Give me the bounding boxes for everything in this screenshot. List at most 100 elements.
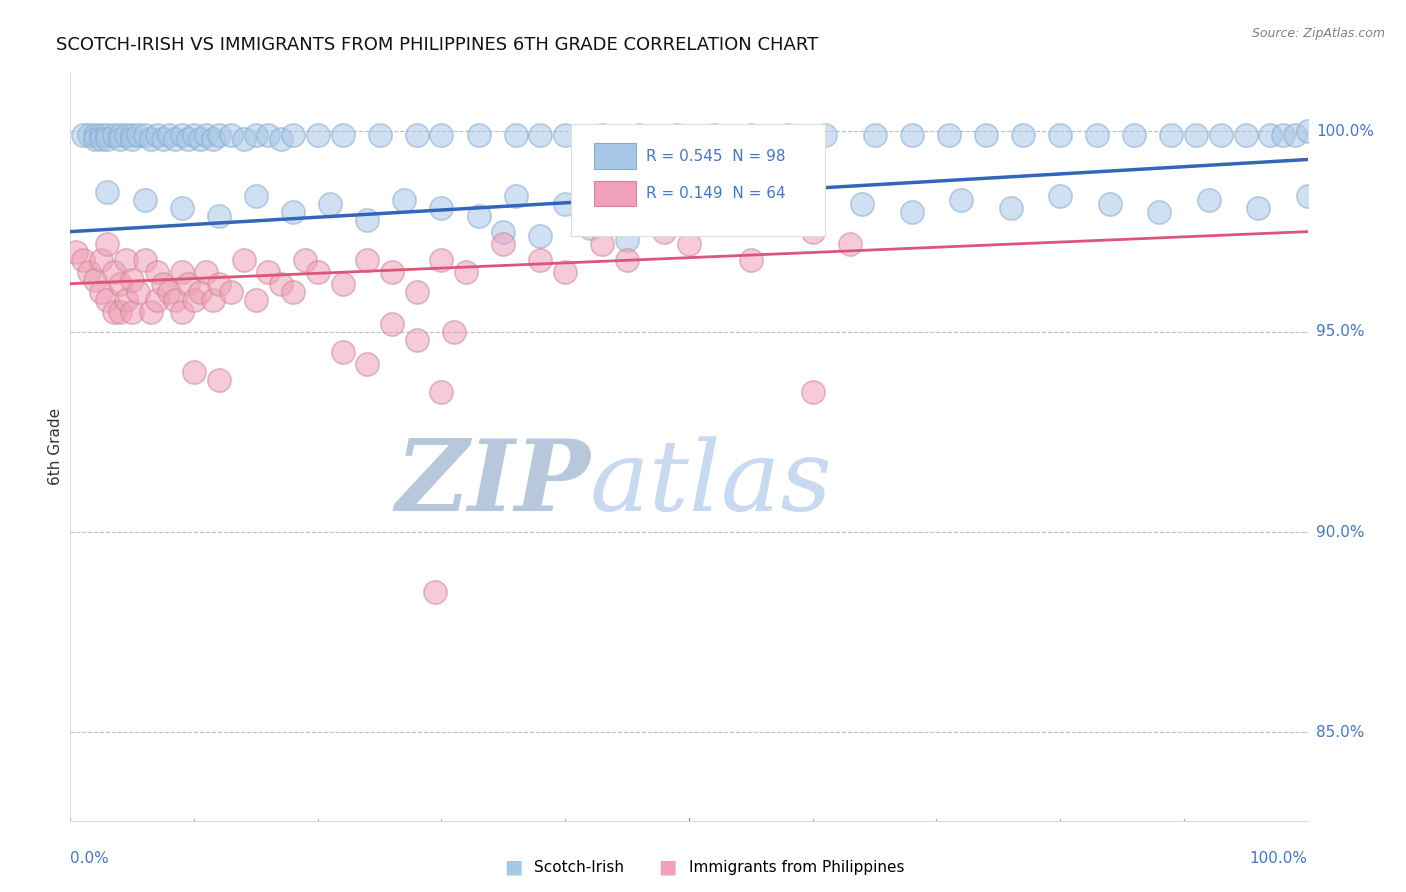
Point — [121, 132, 143, 146]
Text: Source: ZipAtlas.com: Source: ZipAtlas.com — [1251, 27, 1385, 40]
Point — [90, 252, 112, 267]
Point — [165, 132, 187, 146]
Point — [628, 128, 651, 143]
Point — [1085, 128, 1108, 143]
Point — [332, 344, 354, 359]
Point — [579, 220, 602, 235]
Point — [1296, 188, 1319, 202]
Point — [554, 265, 576, 279]
Point — [208, 373, 231, 387]
Point — [616, 252, 638, 267]
Point — [115, 252, 138, 267]
Point — [652, 225, 675, 239]
Point — [146, 128, 169, 143]
Point — [72, 252, 94, 267]
Point — [443, 325, 465, 339]
Point — [232, 132, 254, 146]
Point — [134, 193, 156, 207]
Point — [134, 128, 156, 143]
Point — [245, 293, 267, 307]
Text: R = 0.545  N = 98: R = 0.545 N = 98 — [645, 149, 785, 163]
Point — [1000, 201, 1022, 215]
Point — [281, 128, 304, 143]
Point — [1049, 188, 1071, 202]
Point — [281, 285, 304, 299]
Point — [90, 128, 112, 143]
Point — [863, 128, 886, 143]
Point — [456, 265, 478, 279]
Text: 85.0%: 85.0% — [1316, 725, 1364, 740]
Point — [1209, 128, 1232, 143]
Point — [103, 305, 125, 319]
Point — [108, 132, 131, 146]
Text: Scotch-Irish: Scotch-Irish — [534, 860, 624, 874]
Point — [801, 225, 824, 239]
Point — [108, 305, 131, 319]
Point — [703, 201, 725, 215]
Point — [121, 128, 143, 143]
Point — [307, 265, 329, 279]
Point — [405, 285, 427, 299]
Point — [554, 128, 576, 143]
Point — [1296, 124, 1319, 138]
Point — [1012, 128, 1035, 143]
Point — [152, 132, 174, 146]
Point — [1284, 128, 1306, 143]
Point — [77, 265, 100, 279]
Text: 100.0%: 100.0% — [1250, 851, 1308, 866]
Point — [96, 185, 118, 199]
Point — [127, 285, 149, 299]
Point — [356, 357, 378, 371]
Point — [703, 128, 725, 143]
Point — [430, 128, 453, 143]
Point — [529, 252, 551, 267]
Point — [188, 285, 211, 299]
Point — [405, 128, 427, 143]
Point — [270, 277, 292, 291]
Point — [139, 132, 162, 146]
Point — [1247, 201, 1270, 215]
Point — [616, 233, 638, 247]
Point — [1198, 193, 1220, 207]
Point — [430, 252, 453, 267]
Point — [96, 293, 118, 307]
Point — [84, 273, 107, 287]
Point — [425, 585, 447, 599]
Point — [814, 128, 837, 143]
Point — [678, 236, 700, 251]
Point — [127, 128, 149, 143]
Point — [356, 212, 378, 227]
Point — [201, 293, 224, 307]
Point — [157, 128, 180, 143]
Point — [77, 128, 100, 143]
Point — [84, 128, 107, 143]
Point — [121, 305, 143, 319]
Point — [146, 293, 169, 307]
Point — [665, 128, 688, 143]
Point — [430, 384, 453, 399]
Point — [368, 128, 391, 143]
Text: ■: ■ — [658, 857, 678, 877]
Point — [165, 293, 187, 307]
Point — [776, 128, 799, 143]
Point — [90, 285, 112, 299]
Point — [974, 128, 997, 143]
Text: 100.0%: 100.0% — [1316, 124, 1374, 139]
Point — [801, 188, 824, 202]
Text: 0.0%: 0.0% — [70, 851, 110, 866]
Point — [115, 128, 138, 143]
Point — [1271, 128, 1294, 143]
Point — [307, 128, 329, 143]
Point — [84, 132, 107, 146]
Point — [90, 132, 112, 146]
Point — [103, 265, 125, 279]
Point — [591, 236, 613, 251]
Point — [394, 193, 416, 207]
Text: ZIP: ZIP — [395, 435, 591, 532]
Text: 95.0%: 95.0% — [1316, 325, 1364, 339]
Point — [1098, 196, 1121, 211]
Point — [208, 128, 231, 143]
Point — [103, 128, 125, 143]
Point — [245, 128, 267, 143]
Point — [319, 196, 342, 211]
